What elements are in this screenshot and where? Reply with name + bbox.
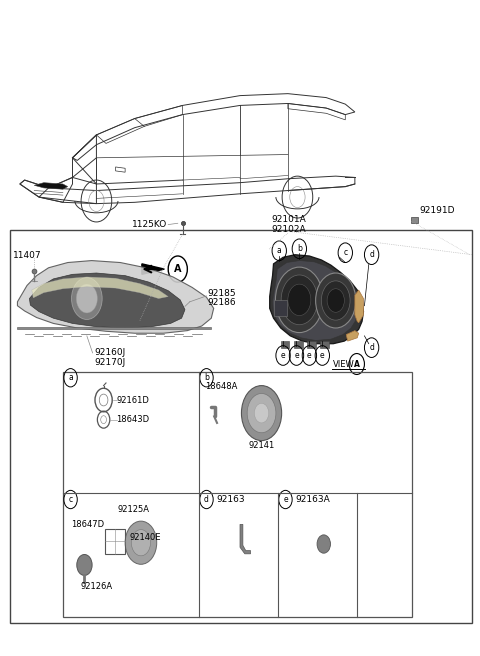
- Circle shape: [316, 273, 356, 328]
- Text: 92170J: 92170J: [94, 358, 125, 367]
- Text: 92186: 92186: [207, 298, 236, 307]
- Text: c: c: [69, 495, 72, 504]
- Polygon shape: [355, 290, 363, 323]
- Circle shape: [76, 284, 97, 313]
- Bar: [411, 216, 418, 223]
- Text: 18648A: 18648A: [205, 382, 238, 392]
- Circle shape: [254, 403, 269, 423]
- Text: d: d: [369, 250, 374, 259]
- Circle shape: [125, 521, 157, 564]
- Polygon shape: [34, 182, 68, 189]
- Bar: [274, 300, 287, 316]
- Text: e: e: [320, 351, 324, 360]
- Polygon shape: [270, 255, 363, 344]
- Circle shape: [322, 281, 350, 320]
- Text: 92161D: 92161D: [117, 396, 149, 405]
- Circle shape: [327, 289, 344, 312]
- Bar: [281, 341, 289, 348]
- Text: c: c: [343, 248, 348, 257]
- Text: 92126A: 92126A: [80, 582, 112, 591]
- Text: 92163A: 92163A: [295, 495, 330, 504]
- Text: 92163: 92163: [216, 495, 245, 504]
- Text: 92160J: 92160J: [94, 348, 125, 358]
- Text: 92101A: 92101A: [271, 215, 306, 224]
- Text: 92191D: 92191D: [420, 206, 455, 215]
- Text: A: A: [174, 264, 181, 274]
- Circle shape: [247, 394, 276, 433]
- Bar: [63, 372, 412, 617]
- Text: d: d: [369, 343, 374, 352]
- Text: e: e: [281, 351, 286, 360]
- Polygon shape: [29, 273, 185, 328]
- Circle shape: [317, 535, 330, 553]
- Text: e: e: [307, 351, 312, 360]
- Text: e: e: [294, 351, 299, 360]
- Polygon shape: [17, 327, 211, 329]
- Text: VIEW: VIEW: [333, 359, 355, 369]
- Circle shape: [77, 554, 92, 575]
- Text: e: e: [283, 495, 288, 504]
- Circle shape: [241, 386, 282, 441]
- Text: A: A: [354, 359, 360, 369]
- Text: 1125KO: 1125KO: [132, 220, 167, 229]
- Text: a: a: [68, 373, 73, 382]
- Bar: [10, 230, 472, 623]
- Bar: [321, 341, 329, 348]
- Text: d: d: [204, 495, 209, 504]
- Circle shape: [132, 529, 151, 556]
- Text: 92185: 92185: [207, 289, 236, 298]
- Text: b: b: [204, 373, 209, 382]
- Text: b: b: [297, 244, 302, 253]
- Text: 92140E: 92140E: [130, 533, 161, 542]
- Bar: [307, 341, 316, 348]
- Text: 92141: 92141: [249, 441, 275, 450]
- Text: 18647D: 18647D: [71, 520, 104, 529]
- Text: a: a: [277, 246, 282, 255]
- Polygon shape: [142, 264, 164, 274]
- Text: 92102A: 92102A: [271, 225, 306, 234]
- Polygon shape: [17, 260, 214, 333]
- Text: 11407: 11407: [12, 251, 41, 260]
- Polygon shape: [240, 524, 251, 554]
- Bar: [294, 341, 303, 348]
- Polygon shape: [346, 331, 359, 341]
- Bar: [105, 529, 125, 554]
- Polygon shape: [273, 260, 357, 340]
- Text: 92125A: 92125A: [118, 506, 150, 514]
- Text: 18643D: 18643D: [117, 415, 150, 424]
- Circle shape: [276, 267, 323, 333]
- Circle shape: [288, 284, 311, 316]
- Polygon shape: [32, 277, 168, 298]
- Circle shape: [72, 277, 102, 319]
- Circle shape: [281, 275, 318, 325]
